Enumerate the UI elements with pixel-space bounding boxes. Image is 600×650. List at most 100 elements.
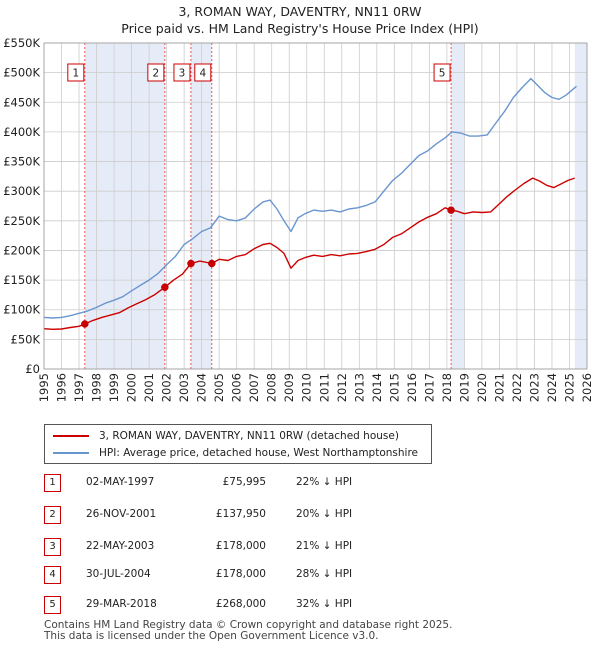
x-tick-label: 2023	[527, 373, 541, 402]
x-tick-label: 2021	[492, 373, 506, 402]
property-price-line	[43, 177, 575, 330]
transaction-hpi-diff: 32% ↓ HPI	[296, 598, 353, 610]
transaction-marker-label: 4	[199, 68, 206, 80]
y-tick-label: £100K	[3, 303, 40, 317]
chart-title: 3, ROMAN WAY, DAVENTRY, NN11 0RW	[178, 4, 421, 19]
x-tick-label: 2011	[317, 373, 331, 402]
transaction-number: 5	[44, 596, 61, 614]
transaction-row: 4 30-JUL-2004 £178,000 28% ↓ HPI	[44, 566, 424, 586]
transaction-marker-box	[433, 63, 451, 82]
shaded-period	[84, 43, 165, 369]
footer-licence: This data is licensed under the Open Gov…	[44, 630, 379, 642]
transaction-price: £137,950	[215, 508, 266, 520]
y-tick-label: £50K	[11, 332, 41, 346]
transaction-marker-label: 3	[179, 68, 186, 80]
transaction-number: 2	[44, 506, 61, 524]
transaction-date: 29-MAR-2018	[86, 598, 157, 610]
x-tick-label: 2000	[125, 373, 139, 402]
transaction-row: 3 22-MAY-2003 £178,000 21% ↓ HPI	[44, 538, 424, 558]
x-tick-label: 1995	[37, 373, 51, 402]
transaction-marker-label: 5	[439, 68, 446, 80]
legend-swatch-hpi	[53, 452, 89, 454]
x-tick-label: 2018	[440, 373, 454, 402]
transaction-row: 2 26-NOV-2001 £137,950 20% ↓ HPI	[44, 506, 424, 526]
transaction-hpi-diff: 20% ↓ HPI	[296, 508, 353, 520]
x-tick-label: 2002	[160, 373, 174, 402]
transaction-date: 22-MAY-2003	[86, 540, 155, 552]
price-chart: 3, ROMAN WAY, DAVENTRY, NN11 0RW Price p…	[3, 4, 594, 402]
x-tick-label: 1999	[107, 373, 121, 402]
transaction-price: £75,995	[222, 476, 266, 488]
x-tick-label: 1997	[72, 373, 86, 402]
x-tick-label: 2001	[142, 373, 156, 402]
y-tick-label: £0	[25, 362, 40, 376]
x-tick-label: 2010	[300, 373, 314, 402]
y-tick-label: £250K	[3, 214, 40, 228]
transaction-date: 26-NOV-2001	[86, 508, 157, 520]
plot-frame	[43, 42, 588, 370]
shaded-period	[451, 43, 465, 369]
x-tick-label: 2014	[370, 373, 384, 402]
transaction-row: 5 29-MAR-2018 £268,000 32% ↓ HPI	[44, 596, 424, 616]
transaction-marker-label: 2	[153, 68, 160, 80]
y-tick-label: £450K	[3, 95, 40, 109]
x-tick-label: 2005	[212, 373, 226, 402]
transaction-row: 1 02-MAY-1997 £75,995 22% ↓ HPI	[44, 474, 424, 494]
transaction-date: 30-JUL-2004	[86, 568, 151, 580]
transaction-number: 4	[44, 566, 61, 584]
x-tick-label: 2007	[247, 373, 261, 402]
transaction-price: £178,000	[215, 568, 266, 580]
x-tick-label: 2012	[335, 373, 349, 402]
x-tick-label: 2008	[265, 373, 279, 402]
transaction-point	[81, 320, 89, 328]
x-tick-label: 2015	[387, 373, 401, 402]
transaction-point	[161, 283, 169, 291]
transaction-number: 1	[44, 474, 61, 492]
chart-subtitle: Price paid vs. HM Land Registry's House …	[121, 21, 478, 36]
transaction-price: £268,000	[215, 598, 266, 610]
transaction-point	[208, 259, 216, 268]
shaded-period	[574, 43, 587, 369]
transaction-hpi-diff: 28% ↓ HPI	[296, 568, 353, 580]
transaction-hpi-diff: 21% ↓ HPI	[296, 540, 353, 552]
x-tick-label: 2024	[545, 373, 559, 402]
transaction-marker-box	[194, 63, 212, 82]
y-tick-label: £150K	[3, 273, 40, 287]
x-tick-label: 2004	[195, 373, 209, 402]
legend-item-property: 3, ROMAN WAY, DAVENTRY, NN11 0RW (detach…	[53, 428, 399, 444]
transaction-point	[447, 206, 455, 214]
x-tick-label: 2013	[352, 373, 366, 402]
transaction-date: 02-MAY-1997	[86, 476, 155, 488]
x-tick-label: 2026	[580, 373, 594, 402]
legend-item-hpi: HPI: Average price, detached house, West…	[53, 445, 418, 461]
transaction-price: £178,000	[215, 540, 266, 552]
x-tick-label: 2025	[562, 373, 576, 402]
transaction-marker-box	[67, 63, 85, 82]
transaction-hpi-diff: 22% ↓ HPI	[296, 476, 353, 488]
footer: Contains HM Land Registry data © Crown c…	[44, 620, 584, 642]
y-tick-label: £300K	[3, 184, 40, 198]
transaction-marker-box	[173, 63, 191, 82]
transaction-point	[187, 259, 195, 268]
legend-swatch-property	[53, 435, 89, 437]
transaction-number: 3	[44, 538, 61, 556]
x-tick-label: 2016	[405, 373, 419, 402]
x-tick-label: 1998	[90, 373, 104, 402]
footer-copyright: Contains HM Land Registry data © Crown c…	[44, 619, 453, 631]
x-tick-label: 2019	[457, 373, 471, 402]
legend-label-property: 3, ROMAN WAY, DAVENTRY, NN11 0RW (detach…	[99, 430, 399, 442]
x-tick-label: 2020	[475, 373, 489, 402]
y-tick-label: £350K	[3, 155, 40, 169]
x-tick-label: 2017	[422, 373, 436, 402]
transaction-marker-label: 1	[72, 68, 79, 80]
y-tick-label: £200K	[3, 243, 40, 257]
legend: 3, ROMAN WAY, DAVENTRY, NN11 0RW (detach…	[44, 424, 432, 464]
legend-label-hpi: HPI: Average price, detached house, West…	[99, 447, 418, 459]
y-tick-label: £500K	[3, 66, 40, 80]
x-tick-label: 2022	[510, 373, 524, 402]
y-tick-label: £550K	[3, 36, 40, 50]
x-tick-label: 1996	[55, 373, 69, 402]
x-tick-label: 2006	[230, 373, 244, 402]
hpi-line	[43, 77, 577, 319]
x-tick-label: 2009	[282, 373, 296, 402]
